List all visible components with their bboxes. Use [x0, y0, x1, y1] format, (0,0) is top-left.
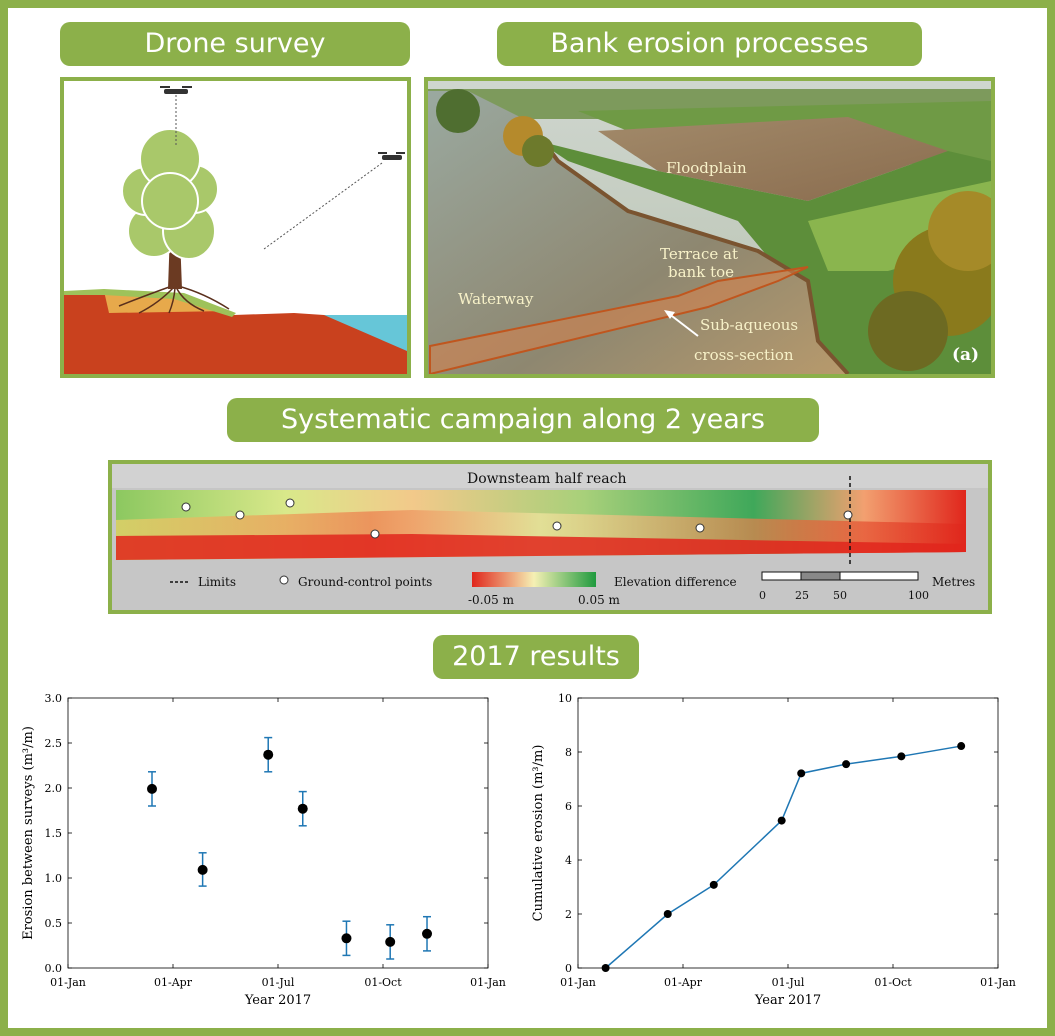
cumulative-erosion-chart: 01-Jan 01-Apr 01-Jul 01-Oct 01-Jan0246810Yea…	[531, 692, 1016, 1008]
x-tick-label: 01-Apr	[664, 976, 703, 989]
data-point	[709, 880, 718, 889]
label-terrace-1: Terrace at	[660, 245, 738, 263]
erosion-between-surveys-chart: 01-Jan 01-Apr 01-Jul 01-Oct 01-Jan0.00.51.01…	[21, 692, 506, 1008]
bank-erosion-photo-panel: Floodplain Terrace at bank toe Waterway …	[424, 77, 995, 378]
data-point	[297, 803, 308, 814]
data-point	[797, 769, 806, 778]
plot-area	[67, 697, 489, 969]
data-point	[897, 752, 906, 761]
y-tick-label: 8	[565, 746, 572, 759]
header-bank-erosion: Bank erosion processes	[497, 22, 922, 66]
drone-icon	[160, 86, 192, 147]
label-subaqueous-2: cross-section	[694, 346, 794, 364]
map-title: Downsteam half reach	[467, 471, 626, 487]
legend-limits: Limits	[198, 575, 236, 589]
data-point	[957, 742, 966, 751]
elevation-map-panel: Downsteam half reach Limits Ground-contr…	[108, 460, 992, 614]
x-tick-label: 01-Jul	[262, 976, 295, 989]
aerial-photo: Floodplain Terrace at bank toe Waterway …	[428, 81, 991, 374]
y-tick-label: 4	[565, 854, 572, 867]
annotation-arrow	[667, 312, 699, 337]
scale-tick-label: 0	[759, 589, 766, 602]
y-tick-label: 2.5	[45, 737, 63, 750]
x-tick-label: 01-Jul	[772, 976, 805, 989]
x-tick-label: 01-Jan	[50, 976, 86, 989]
y-tick-label: 1.0	[45, 872, 63, 885]
data-point	[197, 864, 208, 875]
scale-tick-label: 25	[795, 589, 809, 602]
y-tick-label: 2.0	[45, 782, 63, 795]
scale-unit: Metres	[932, 575, 975, 589]
scale-tick-label: 50	[833, 589, 847, 602]
data-point	[263, 749, 274, 760]
legend-gcp: Ground-control points	[298, 575, 432, 589]
label-terrace-2: bank toe	[668, 263, 734, 281]
colorbar-max: 0.05 m	[578, 593, 621, 607]
data-point	[422, 928, 433, 939]
y-tick-label: 3.0	[45, 692, 63, 705]
scale-tick-label: 100	[908, 589, 929, 602]
y-tick-label: 0.5	[45, 917, 63, 930]
data-point	[777, 816, 786, 825]
y-tick-label: 10	[558, 692, 572, 705]
data-point	[663, 910, 672, 918]
y-tick-label: 0.0	[45, 962, 63, 975]
x-tick-label: 01-Oct	[364, 976, 402, 989]
y-tick-label: 2	[565, 908, 572, 921]
x-axis-label: Year 2017	[754, 993, 821, 1008]
x-tick-label: 01-Jan	[560, 976, 596, 989]
y-tick-label: 0	[565, 962, 572, 975]
data-point	[842, 760, 851, 769]
series-line	[605, 745, 962, 969]
data-point	[601, 964, 610, 972]
x-tick-label: 01-Jan	[470, 976, 506, 989]
x-tick-label: 01-Jan	[980, 976, 1016, 989]
data-point	[385, 936, 396, 947]
tree-roots	[118, 285, 230, 314]
y-axis-label: Cumulative erosion (m³/m)	[531, 745, 546, 922]
plowed-field	[598, 117, 948, 201]
header-results: 2017 results	[433, 635, 639, 679]
subaqueous-cross-section	[429, 266, 809, 374]
x-tick-label: 01-Apr	[154, 976, 193, 989]
y-tick-label: 1.5	[45, 827, 63, 840]
data-point	[147, 783, 157, 794]
ground-control-points	[181, 498, 853, 539]
colorbar	[472, 572, 596, 587]
label-subaqueous-1: Sub-aqueous	[700, 316, 798, 334]
plot-area	[577, 697, 999, 969]
x-tick-label: 01-Oct	[874, 976, 912, 989]
elevation-map: Downsteam half reach Limits Ground-contr…	[112, 464, 988, 610]
header-campaign: Systematic campaign along 2 years	[227, 398, 819, 442]
x-axis-label: Year 2017	[244, 993, 311, 1008]
legend-gcp-marker	[279, 575, 289, 585]
drone-illustration	[64, 81, 407, 374]
y-tick-label: 6	[565, 800, 572, 813]
label-floodplain: Floodplain	[666, 159, 747, 177]
y-axis-label: Erosion between surveys (m³/m)	[21, 726, 36, 940]
drone-icon	[263, 152, 405, 250]
label-waterway: Waterway	[458, 290, 534, 308]
header-drone-survey: Drone survey	[60, 22, 410, 66]
data-point	[341, 933, 352, 944]
drone-illustration-panel	[60, 77, 411, 378]
legend-elevation: Elevation difference	[614, 575, 737, 589]
scale-bar	[761, 571, 919, 581]
label-panel-tag: (a)	[952, 345, 979, 365]
colorbar-min: -0.05 m	[468, 593, 515, 607]
tree-canopy	[121, 128, 219, 260]
tree-cluster	[436, 89, 991, 371]
